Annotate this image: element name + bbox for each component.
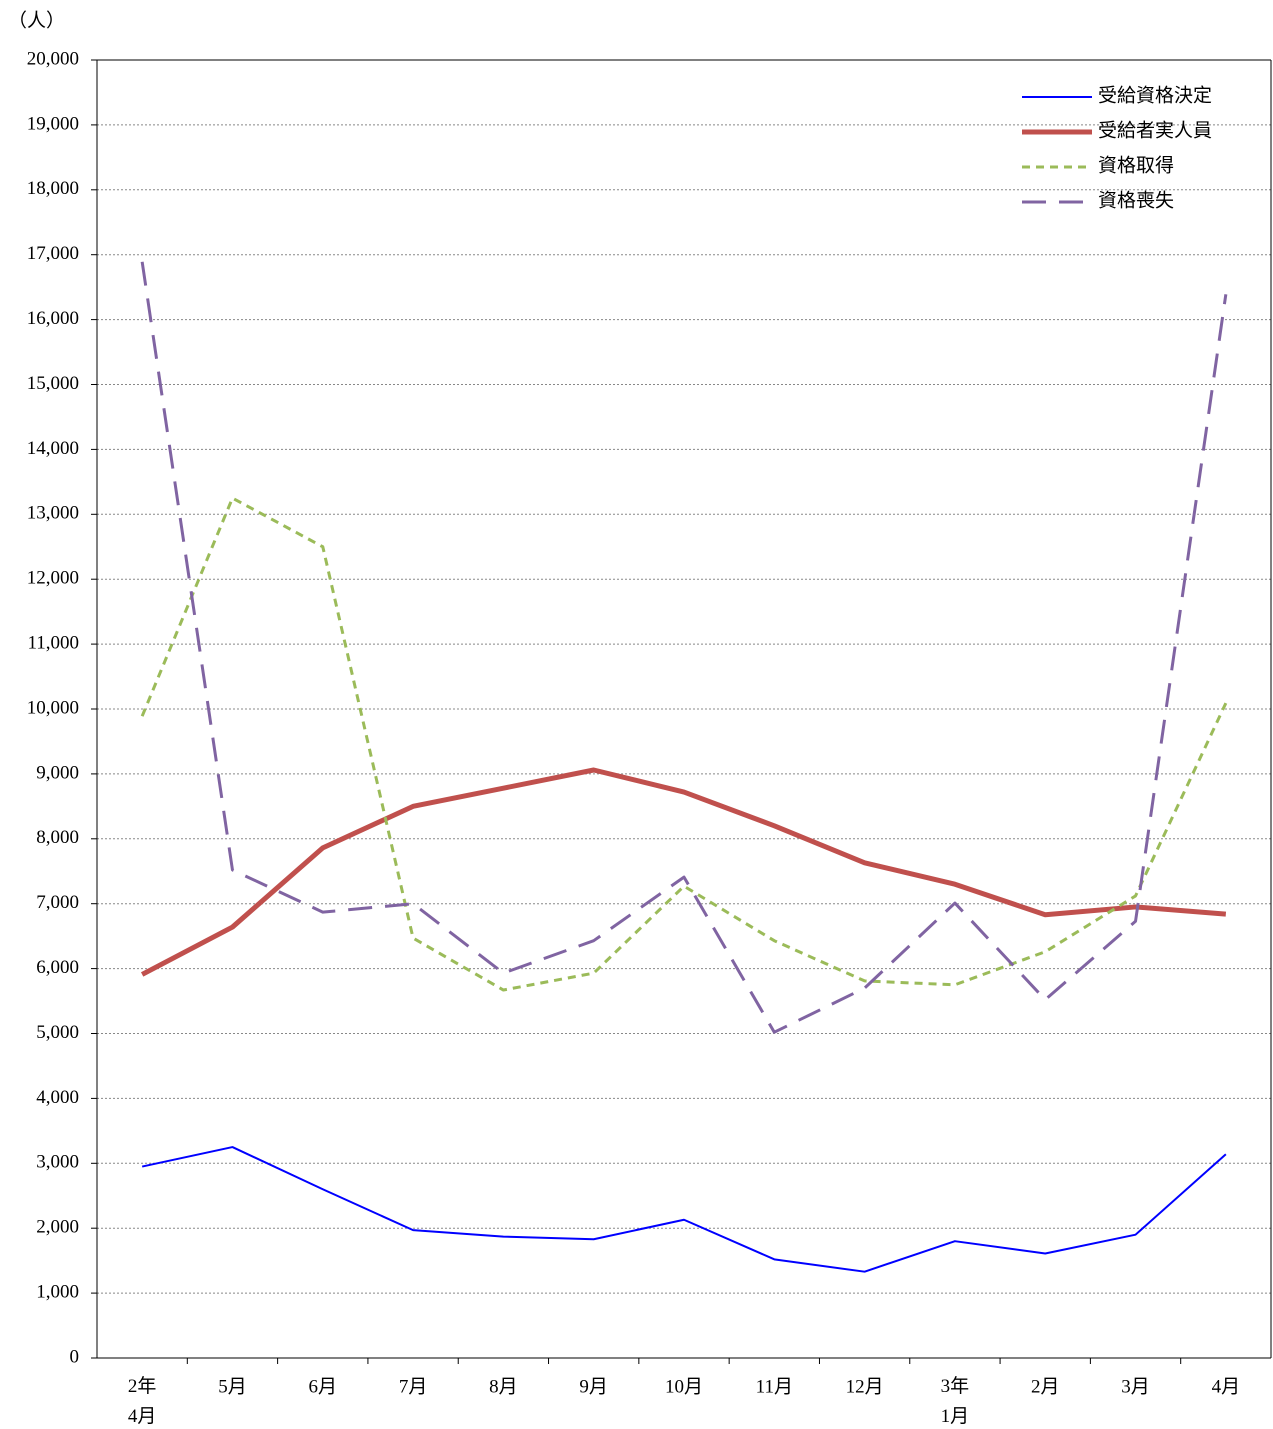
y-tick-label: 12,000 xyxy=(27,568,79,589)
y-tick-label: 19,000 xyxy=(27,113,79,134)
y-tick-label: 3,000 xyxy=(36,1152,79,1173)
y-axis-label: （人） xyxy=(8,9,65,31)
y-tick-label: 0 xyxy=(70,1346,80,1367)
legend-label: 受給者実人員 xyxy=(1098,119,1212,141)
y-tick-label: 4,000 xyxy=(36,1087,79,1108)
x-tick-label: 9月 xyxy=(579,1376,608,1397)
y-tick-label: 13,000 xyxy=(27,503,79,524)
legend-label: 受給資格決定 xyxy=(1098,84,1212,106)
y-tick-label: 11,000 xyxy=(27,632,79,653)
y-tick-label: 18,000 xyxy=(27,178,79,199)
x-tick-label: 2年 4月 xyxy=(128,1375,157,1427)
y-tick-label: 14,000 xyxy=(27,438,79,459)
series-line xyxy=(140,496,1228,992)
series-line xyxy=(140,767,1227,977)
x-tick-label: 12月 xyxy=(846,1376,884,1397)
legend-label: 資格喪失 xyxy=(1098,189,1174,211)
x-tick-label: 3月 xyxy=(1121,1376,1150,1397)
x-tick-label: 2月 xyxy=(1031,1376,1060,1397)
x-tick-label: 10月 xyxy=(665,1376,703,1397)
series-line xyxy=(140,261,1228,1034)
y-tick-label: 8,000 xyxy=(36,827,79,848)
legend-label: 資格取得 xyxy=(1098,154,1174,176)
series-line xyxy=(141,1146,1227,1273)
y-tick-label: 1,000 xyxy=(36,1281,79,1302)
x-tick-label: 8月 xyxy=(489,1376,518,1397)
y-tick-label: 6,000 xyxy=(36,957,79,978)
x-tick-label: 4月 xyxy=(1212,1376,1241,1397)
y-tick-label: 16,000 xyxy=(27,308,79,329)
x-tick-label: 7月 xyxy=(399,1376,428,1397)
x-tick-label: 11月 xyxy=(756,1376,793,1397)
x-tick-label: 6月 xyxy=(309,1376,338,1397)
y-tick-label: 17,000 xyxy=(27,243,79,264)
x-tick-label: 3年 1月 xyxy=(941,1375,970,1427)
y-tick-label: 7,000 xyxy=(36,892,79,913)
x-tick-label: 5月 xyxy=(218,1376,247,1397)
y-tick-label: 2,000 xyxy=(36,1217,79,1238)
y-tick-label: 15,000 xyxy=(27,373,79,394)
y-tick-label: 10,000 xyxy=(27,697,79,718)
y-tick-label: 20,000 xyxy=(27,48,79,69)
y-tick-label: 9,000 xyxy=(36,762,79,783)
y-tick-label: 5,000 xyxy=(36,1022,79,1043)
